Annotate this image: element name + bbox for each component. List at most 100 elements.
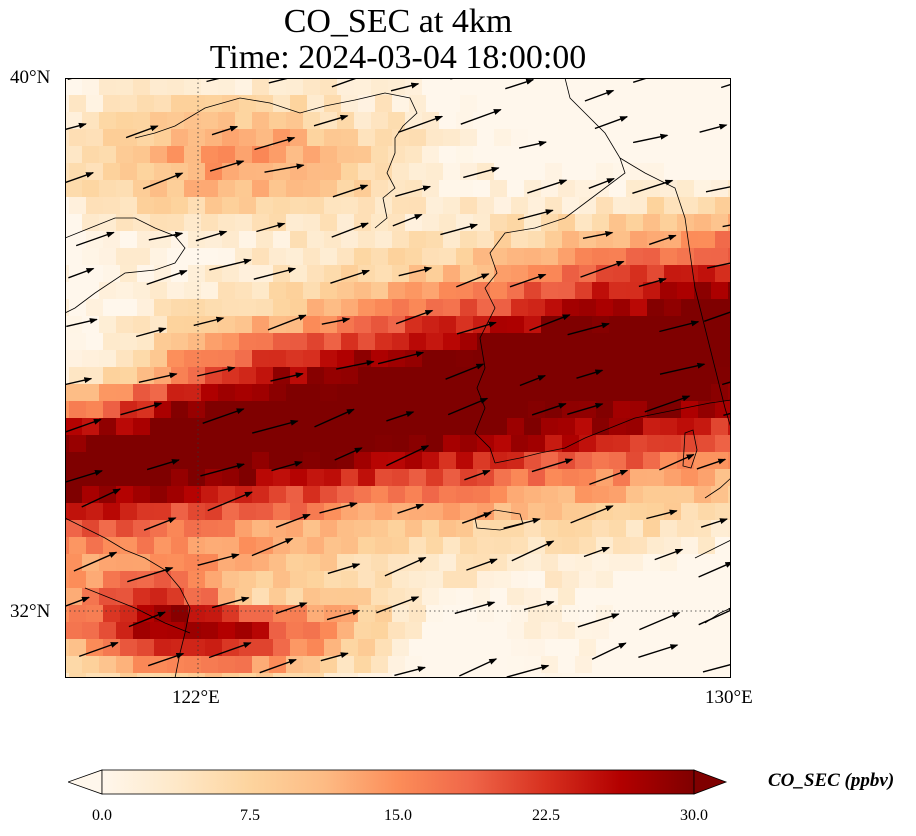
field-cell [273,571,291,589]
field-cell [609,350,627,368]
wind-arrow [125,125,159,139]
field-cell [103,163,121,181]
field-cell [290,401,308,419]
field-cell [388,214,406,232]
field-cell [375,469,393,487]
field-cell [286,282,304,300]
field-cell [422,282,440,300]
field-cell [494,299,512,317]
field-cell [269,248,287,266]
field-cell [116,554,134,572]
field-cell [201,180,219,198]
field-cell [643,588,661,606]
field-cell [239,163,257,181]
field-cell [358,605,376,623]
wind-arrow [461,512,492,524]
field-cell [694,418,712,436]
field-cell [252,282,270,300]
field-cell [609,520,627,538]
wind-arrow [270,372,304,382]
field-cell [65,537,70,555]
field-cell [269,384,287,402]
field-cell [609,554,627,572]
field-cell [324,163,342,181]
field-cell [681,265,699,283]
field-cell [303,384,321,402]
field-cell [728,214,731,232]
wind-arrow [700,518,728,528]
wind-arrow [517,209,554,221]
field-cell [698,231,716,249]
field-cell [575,656,593,674]
field-cell [239,401,257,419]
wind-arrow [570,505,614,524]
field-cell [677,180,695,198]
wind-arrow [509,273,547,288]
field-cell [269,146,287,164]
field-cell [647,333,665,351]
field-cell [409,639,427,657]
wind-arrow [267,314,307,331]
field-cell [341,401,359,419]
field-cell [120,367,138,385]
field-cell [65,248,83,266]
field-cell [528,469,546,487]
field-cell [154,163,172,181]
field-cell [235,180,253,198]
field-cell [218,486,236,504]
field-cell [354,112,372,130]
field-cell [392,469,410,487]
field-cell [133,418,151,436]
field-cell [545,503,563,521]
field-cell [184,248,202,266]
field-cell [698,367,716,385]
field-cell [490,486,508,504]
field-cell [222,163,240,181]
wind-arrow [577,613,620,628]
field-cell [524,520,542,538]
field-cell [443,503,461,521]
field-cell [252,588,270,606]
field-cell [528,503,546,521]
field-cell [660,486,678,504]
field-cell [409,163,427,181]
field-cell [392,435,410,453]
field-cell [65,231,70,249]
field-cell [443,639,461,657]
field-cell [252,78,270,96]
coastline-segment [134,92,418,229]
wind-arrow [376,596,420,614]
field-cell [528,231,546,249]
field-cell [681,299,699,317]
field-cell [218,452,236,470]
field-cell [439,248,457,266]
wind-arrow [583,546,611,558]
field-cell [286,146,304,164]
field-cell [558,282,576,300]
field-cell [184,486,202,504]
wind-arrow [81,488,122,508]
field-cell [392,367,410,385]
field-cell [511,605,529,623]
field-cell [286,520,304,538]
field-cell [405,418,423,436]
field-cell [715,367,731,385]
field-cell [337,554,355,572]
field-cell [558,588,576,606]
wind-arrow [582,230,614,239]
wind-arrow [696,458,727,470]
field-cell [133,214,151,232]
field-cell [354,622,372,640]
field-cell [711,78,729,96]
field-cell [592,554,610,572]
field-cell [626,350,644,368]
wind-arrow [209,258,252,271]
field-cell [65,554,83,572]
field-cell [65,78,83,96]
wind-arrow [398,266,433,277]
field-cell [715,435,731,453]
field-cell [494,639,512,657]
field-cell [681,129,699,147]
field-cell [626,486,644,504]
field-cell [235,350,253,368]
